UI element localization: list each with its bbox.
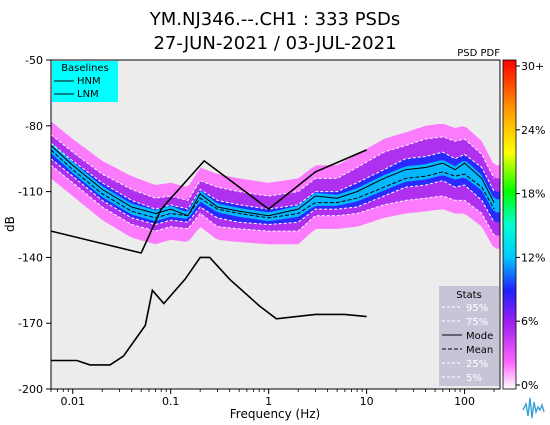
y-tick-label: -110 [18, 186, 43, 199]
x-tick-label: 10 [360, 395, 374, 408]
baselines-legend-title: Baselines [61, 63, 109, 74]
x-axis-label: Frequency (Hz) [230, 407, 321, 421]
colorbar-tick-label: 6% [521, 315, 538, 328]
y-tick-label: -50 [25, 54, 43, 67]
curves-layer [51, 134, 495, 366]
mean-curve [51, 149, 495, 219]
x-axis: 0.01 0.1 1 10 100 [50, 389, 495, 408]
legend-mean-label: Mean [466, 345, 493, 356]
p25-curve [51, 158, 495, 226]
x-tick-label: 1 [265, 395, 272, 408]
legend-p95-label: 95% [466, 303, 488, 314]
legend-lnm-label: LNM [77, 89, 99, 100]
colorbar-title: PSD PDF [457, 48, 500, 59]
y-axis-label: dB [3, 216, 17, 232]
y-tick-label: -170 [18, 317, 43, 330]
y-axis: -50 -80 -110 -140 -170 -200 [18, 54, 51, 396]
colorbar-ticks: 30+ 24% 18% 12% 6% 0% [516, 60, 545, 392]
colorbar-tick-label: 30+ [521, 60, 544, 73]
legend-hnm-label: HNM [77, 76, 101, 87]
stats-legend-box [439, 286, 499, 386]
stats-legend-title: Stats [456, 290, 482, 301]
chart-title: YM.NJ346.--.CH1 : 333 PSDs [149, 9, 400, 30]
y-tick-label: -80 [25, 120, 43, 133]
stats-legend: Stats 95% 75% Mode Mean 25% 5% [439, 286, 499, 386]
legend-p5-label: 5% [466, 373, 482, 384]
p75-curve [51, 142, 495, 210]
mode-curve [51, 145, 495, 217]
colorbar [502, 59, 517, 390]
x-tick-label: 0.01 [60, 395, 85, 408]
baselines-legend: Baselines HNM LNM [52, 61, 118, 102]
x-tick-label: 100 [454, 395, 475, 408]
lnm-curve [51, 256, 367, 366]
plot-frame [50, 59, 501, 390]
y-tick-label: -200 [18, 383, 43, 396]
colorbar-tick-label: 12% [521, 251, 545, 264]
legend-p25-label: 25% [466, 359, 488, 370]
colorbar-tick-label: 0% [521, 379, 538, 392]
legend-p75-label: 75% [466, 317, 488, 328]
hnm-curve [51, 149, 367, 254]
colorbar-tick-label: 18% [521, 188, 545, 201]
colorbar-tick-label: 24% [521, 124, 545, 137]
x-tick-label: 0.1 [162, 395, 180, 408]
y-tick-label: -140 [18, 251, 43, 264]
p95-curve [51, 134, 495, 201]
legend-mode-label: Mode [466, 331, 493, 342]
chart-subtitle: 27-JUN-2021 / 03-JUL-2021 [153, 33, 396, 54]
p5-curve [51, 164, 495, 236]
waveform-logo-icon [522, 397, 545, 419]
